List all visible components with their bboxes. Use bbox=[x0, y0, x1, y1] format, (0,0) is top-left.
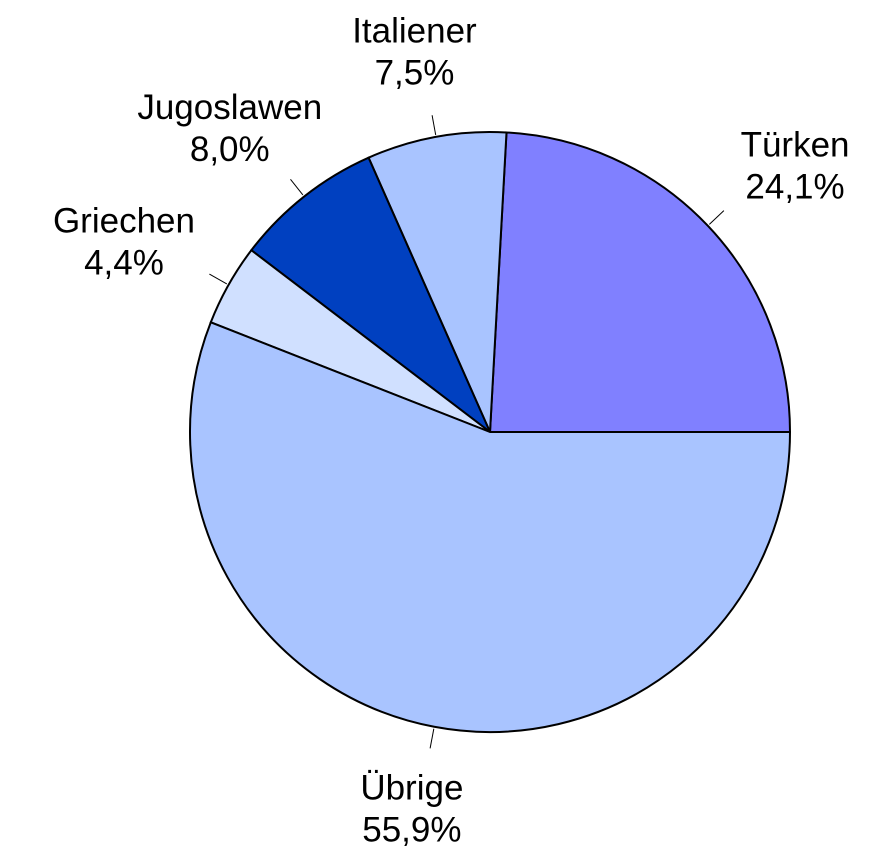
slice-label: Italiener bbox=[352, 12, 477, 51]
slice-value-label: 55,9% bbox=[362, 811, 461, 850]
slice-label: Übrige bbox=[360, 769, 463, 808]
slice-value-label: 8,0% bbox=[190, 130, 270, 169]
slice-value-label: 24,1% bbox=[745, 168, 844, 207]
pie-slice bbox=[189, 321, 792, 733]
slice-label: Jugoslawen bbox=[137, 88, 322, 127]
pie-slice bbox=[249, 156, 491, 433]
leader-line bbox=[431, 115, 437, 136]
slice-value-label: 4,4% bbox=[84, 243, 164, 282]
leader-line bbox=[209, 273, 228, 285]
leader-line bbox=[290, 178, 304, 196]
leader-line bbox=[708, 210, 725, 225]
leader-line bbox=[429, 728, 435, 749]
slice-label: Türken bbox=[741, 126, 850, 165]
slice-value-label: 7,5% bbox=[375, 54, 455, 93]
pie-slice bbox=[367, 131, 508, 433]
slice-label: Griechen bbox=[53, 201, 195, 240]
pie-slice bbox=[488, 131, 792, 433]
